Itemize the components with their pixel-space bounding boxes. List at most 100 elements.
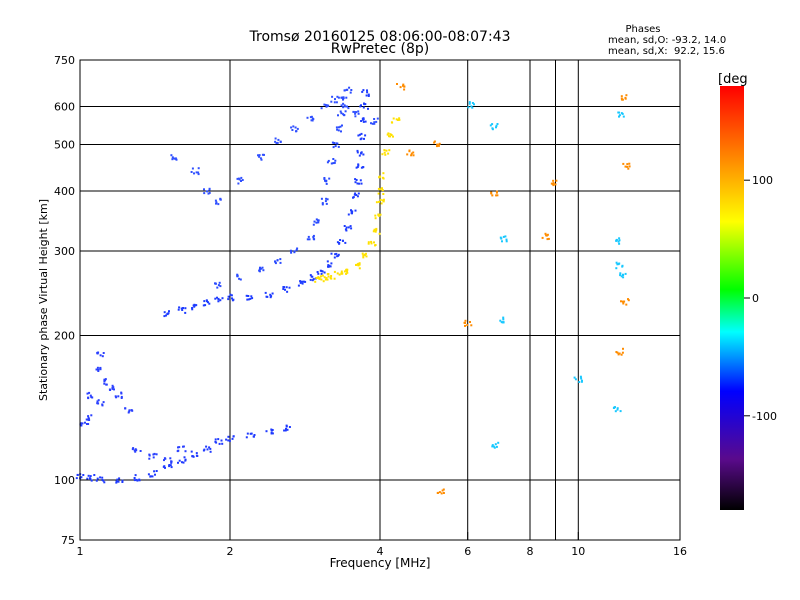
- data-point: [97, 368, 100, 371]
- data-point: [493, 446, 496, 449]
- data-point: [616, 351, 619, 354]
- data-point: [231, 437, 234, 440]
- data-point: [375, 201, 378, 204]
- data-point: [241, 179, 244, 181]
- data-point: [321, 203, 324, 206]
- data-point: [170, 461, 173, 464]
- data-point: [102, 352, 105, 354]
- data-point: [240, 180, 242, 182]
- data-point: [169, 457, 172, 460]
- data-point: [433, 140, 436, 143]
- stats-line-o: mean, sd,O: -93.2, 14.0: [608, 35, 726, 46]
- data-point: [616, 407, 619, 410]
- x-tick-label: 10: [571, 545, 585, 558]
- data-point: [339, 239, 342, 241]
- data-point: [370, 240, 373, 243]
- data-point: [351, 212, 353, 215]
- colorbar-label: [deg: [718, 72, 748, 87]
- data-point: [271, 432, 274, 435]
- data-point: [221, 442, 224, 445]
- data-point: [169, 464, 172, 467]
- data-point: [324, 200, 327, 203]
- data-point: [215, 202, 217, 205]
- data-point: [622, 276, 625, 279]
- data-point: [181, 461, 183, 464]
- data-point: [320, 278, 323, 281]
- data-point: [299, 280, 302, 283]
- data-point: [358, 263, 361, 266]
- data-point: [337, 114, 339, 117]
- data-point: [277, 138, 280, 141]
- data-point: [389, 133, 392, 136]
- data-point: [627, 167, 630, 170]
- data-point: [290, 250, 293, 252]
- data-point: [236, 273, 239, 276]
- data-point: [365, 94, 368, 97]
- data-point: [218, 442, 221, 445]
- data-point: [342, 239, 344, 242]
- x-tick-label: 6: [464, 545, 471, 558]
- data-point: [555, 179, 558, 182]
- data-point: [330, 252, 333, 255]
- data-point: [387, 152, 390, 155]
- data-point: [215, 441, 218, 444]
- data-point: [619, 274, 622, 277]
- data-point: [354, 178, 357, 181]
- data-point: [550, 182, 553, 185]
- data-point: [398, 118, 401, 121]
- data-point: [321, 270, 324, 273]
- data-point: [81, 422, 84, 425]
- data-point: [436, 492, 439, 494]
- data-point: [290, 126, 293, 129]
- data-point: [373, 229, 376, 232]
- data-point: [138, 478, 141, 481]
- x-tick-label: 16: [673, 545, 687, 558]
- data-point: [170, 460, 173, 463]
- data-point: [247, 298, 250, 301]
- data-point: [148, 453, 151, 456]
- data-point: [245, 294, 248, 297]
- data-point: [361, 90, 364, 93]
- data-point: [320, 270, 323, 272]
- data-point: [170, 154, 173, 157]
- data-point: [350, 89, 353, 91]
- data-point: [361, 252, 364, 255]
- data-point: [327, 275, 330, 278]
- data-point: [436, 145, 438, 148]
- data-point: [496, 194, 499, 197]
- data-point: [360, 166, 363, 169]
- data-point: [355, 194, 358, 196]
- data-point: [128, 409, 131, 412]
- data-point: [341, 124, 343, 127]
- data-point: [168, 464, 171, 466]
- data-point: [171, 156, 174, 159]
- data-point: [339, 125, 342, 128]
- data-point: [437, 144, 440, 147]
- data-point: [441, 489, 444, 492]
- data-point: [395, 118, 398, 121]
- data-point: [408, 149, 411, 152]
- data-point: [217, 300, 220, 303]
- data-point: [182, 445, 185, 448]
- data-point: [133, 477, 136, 479]
- data-point: [214, 199, 217, 202]
- data-point: [338, 273, 341, 276]
- data-point: [263, 153, 265, 156]
- data-point: [344, 105, 347, 108]
- data-point: [367, 241, 370, 244]
- data-point: [624, 165, 627, 168]
- data-point: [381, 187, 383, 190]
- y-tick-label: 750: [54, 54, 75, 67]
- data-point: [333, 161, 336, 164]
- data-point: [330, 162, 333, 165]
- data-point: [321, 202, 324, 205]
- data-point: [355, 263, 358, 266]
- data-point: [181, 309, 184, 311]
- data-point: [357, 262, 360, 265]
- data-point: [90, 414, 93, 417]
- data-point: [374, 244, 377, 246]
- data-point: [347, 213, 350, 216]
- data-point: [202, 304, 205, 307]
- data-point: [471, 102, 474, 104]
- data-point: [238, 277, 241, 280]
